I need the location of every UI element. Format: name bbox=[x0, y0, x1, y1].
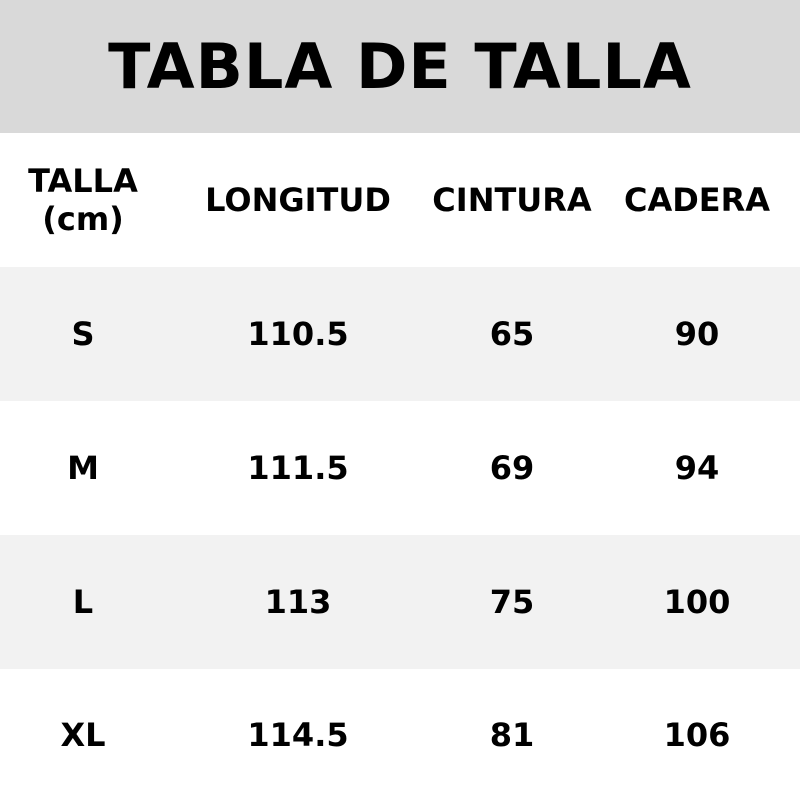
hip-cell: 100 bbox=[663, 583, 731, 621]
length-cell: 113 bbox=[264, 583, 332, 621]
waist-cell: 65 bbox=[489, 315, 535, 353]
page-title: TABLA DE TALLA bbox=[108, 30, 692, 103]
header-waist: CINTURA bbox=[432, 181, 592, 219]
hip-cell: 94 bbox=[674, 449, 720, 487]
waist-cell: 81 bbox=[489, 715, 535, 754]
waist-cell: 75 bbox=[489, 583, 535, 621]
length-cell: 110.5 bbox=[247, 315, 349, 353]
header-hip: CADERA bbox=[623, 181, 771, 219]
table-row: XL 114.5 81 106 bbox=[0, 669, 800, 800]
header-length: LONGITUD bbox=[205, 181, 391, 219]
title-band: TABLA DE TALLA bbox=[0, 0, 800, 133]
table-row: M 111.5 69 94 bbox=[0, 401, 800, 535]
table-row: S 110.5 65 90 bbox=[0, 267, 800, 401]
hip-cell: 106 bbox=[663, 715, 731, 754]
hip-cell: 90 bbox=[674, 315, 720, 353]
header-size-label: TALLA bbox=[28, 162, 138, 200]
table-header: TALLA (cm) LONGITUD CINTURA CADERA bbox=[0, 133, 800, 267]
size-cell: M bbox=[67, 449, 99, 487]
header-size: TALLA (cm) bbox=[0, 162, 166, 238]
size-cell: S bbox=[71, 315, 95, 353]
size-cell: L bbox=[72, 583, 94, 621]
length-cell: 114.5 bbox=[247, 715, 349, 754]
size-cell: XL bbox=[60, 715, 106, 754]
table-row: L 113 75 100 bbox=[0, 535, 800, 669]
waist-cell: 69 bbox=[489, 449, 535, 487]
header-size-unit: (cm) bbox=[42, 200, 124, 238]
length-cell: 111.5 bbox=[247, 449, 349, 487]
